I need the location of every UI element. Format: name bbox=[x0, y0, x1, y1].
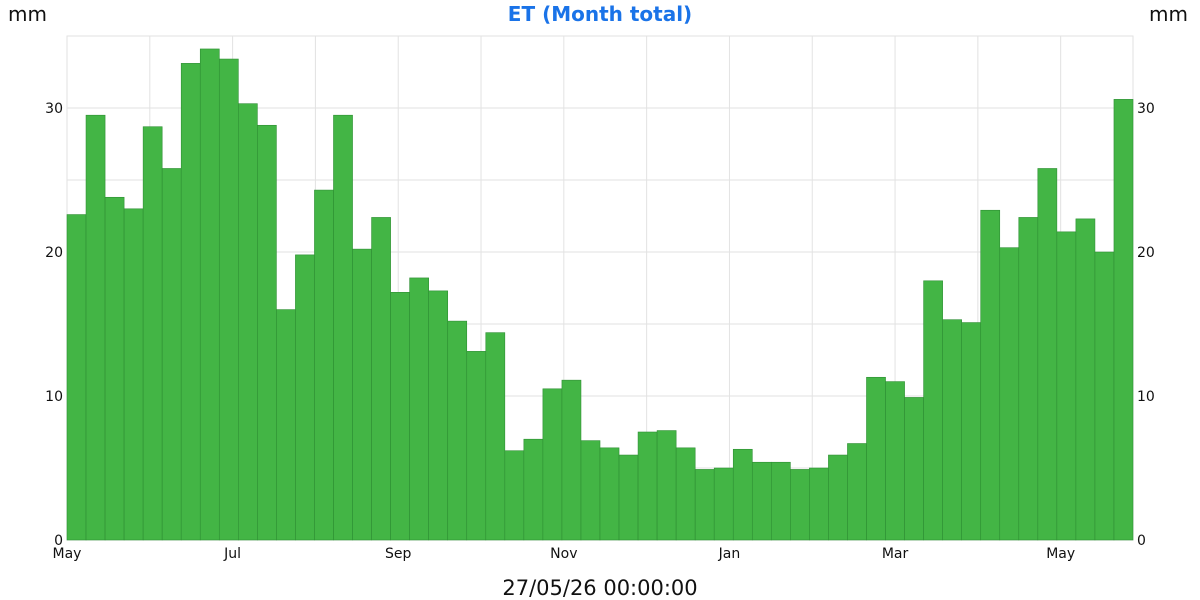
bar bbox=[732, 448, 753, 541]
bar bbox=[85, 114, 106, 541]
bar bbox=[637, 431, 658, 541]
x-tick-label: May bbox=[1046, 546, 1075, 562]
bar bbox=[599, 447, 620, 541]
x-tick-label: Nov bbox=[550, 546, 577, 562]
bar bbox=[847, 443, 867, 541]
tick-labels: 0 0 10 10 20 20 30 30 May Jul Sep Nov Jan Mar May bbox=[45, 101, 1155, 562]
bar bbox=[1075, 218, 1096, 541]
y-tick-label-left: 20 bbox=[45, 245, 63, 261]
bar bbox=[123, 208, 144, 541]
bar bbox=[199, 48, 220, 541]
y-tick-label-right: 20 bbox=[1137, 245, 1155, 261]
y-tick-label-left: 0 bbox=[54, 533, 63, 549]
bar bbox=[180, 63, 201, 541]
bar bbox=[1056, 231, 1077, 541]
bar bbox=[66, 214, 87, 541]
x-tick-label: Jul bbox=[223, 546, 241, 562]
y-tick-label-left: 10 bbox=[45, 389, 63, 405]
bar bbox=[694, 469, 715, 541]
bar bbox=[504, 450, 525, 541]
bar bbox=[295, 254, 315, 541]
y-tick-label-left: 30 bbox=[45, 101, 63, 117]
bar bbox=[942, 319, 962, 541]
bar bbox=[580, 440, 601, 541]
timestamp-label: 27/05/26 00:00:00 bbox=[502, 576, 698, 600]
chart-title: ET (Month total) bbox=[507, 2, 693, 26]
bar bbox=[257, 124, 277, 541]
bar bbox=[1113, 99, 1134, 541]
y-axis-unit-right: mm bbox=[1149, 2, 1188, 26]
x-tick-label: May bbox=[53, 546, 82, 562]
y-tick-label-right: 10 bbox=[1137, 389, 1155, 405]
bar bbox=[713, 467, 734, 541]
bar bbox=[390, 292, 410, 541]
bar bbox=[618, 454, 639, 541]
bar bbox=[866, 376, 886, 541]
bar bbox=[371, 217, 391, 541]
bar bbox=[885, 381, 905, 541]
bar bbox=[751, 461, 772, 541]
bar bbox=[999, 247, 1020, 541]
bar bbox=[276, 309, 296, 541]
bar bbox=[904, 397, 924, 541]
bars bbox=[66, 48, 1134, 541]
bar bbox=[1037, 168, 1058, 541]
chart-area: 0 0 10 10 20 20 30 30 May Jul Sep Nov Jan Mar May bbox=[45, 35, 1155, 562]
bar bbox=[771, 461, 791, 541]
bar bbox=[561, 379, 582, 541]
bar bbox=[142, 126, 163, 541]
bar bbox=[238, 103, 258, 541]
bar bbox=[447, 320, 468, 541]
bar bbox=[923, 280, 943, 541]
bar bbox=[466, 351, 487, 541]
bar bbox=[485, 332, 506, 541]
bar bbox=[333, 114, 353, 541]
bar bbox=[352, 248, 372, 541]
bar bbox=[961, 322, 982, 541]
bar bbox=[314, 189, 334, 541]
bar bbox=[409, 277, 429, 541]
bar bbox=[104, 196, 125, 541]
bar bbox=[542, 388, 563, 541]
bar bbox=[828, 454, 848, 541]
x-tick-label: Sep bbox=[385, 546, 412, 562]
bar bbox=[523, 438, 544, 541]
bar bbox=[1018, 217, 1039, 541]
y-axis-unit-left: mm bbox=[8, 2, 47, 26]
x-tick-label: Jan bbox=[718, 546, 741, 562]
y-tick-label-right: 0 bbox=[1137, 533, 1146, 549]
bar bbox=[809, 467, 829, 541]
bar bbox=[161, 168, 182, 541]
y-tick-label-right: 30 bbox=[1137, 101, 1155, 117]
bar bbox=[790, 469, 810, 541]
bar bbox=[218, 58, 239, 541]
bar bbox=[675, 447, 696, 541]
bar bbox=[980, 209, 1001, 541]
bar bbox=[428, 290, 449, 541]
bar bbox=[1094, 251, 1115, 541]
x-tick-label: Mar bbox=[882, 546, 909, 562]
bar bbox=[656, 430, 677, 541]
